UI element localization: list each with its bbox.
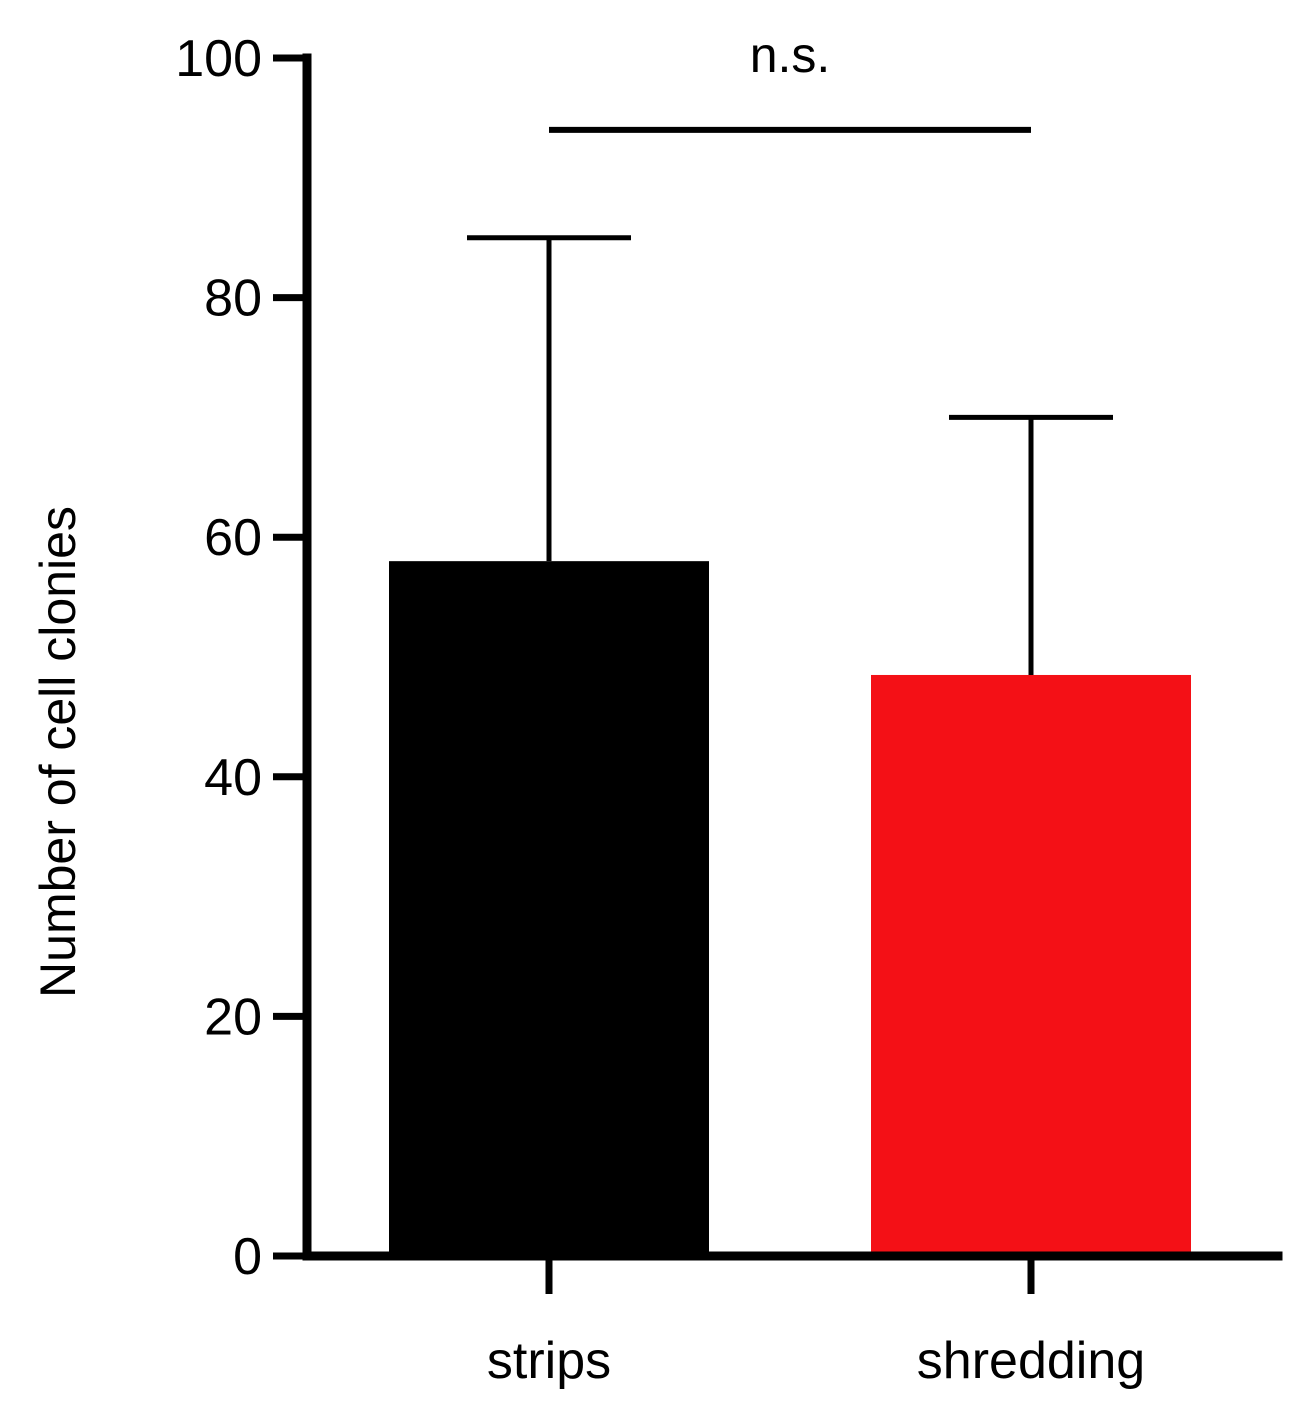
- y-tick-label-80: 80: [204, 270, 262, 328]
- ticks-layer: strips shredding 0 20 40 60 80 100: [175, 30, 1145, 1390]
- significance-layer: n.s.: [549, 27, 1031, 133]
- y-tick-label-100: 100: [175, 30, 262, 88]
- bar-shredding: [871, 674, 1191, 1256]
- x-tick-label-strips: strips: [487, 1332, 611, 1390]
- error-bars-layer: [467, 235, 1113, 675]
- bars-layer: [389, 561, 1191, 1256]
- y-tick-label-20: 20: [204, 988, 262, 1046]
- significance-label: n.s.: [750, 27, 831, 83]
- y-axis-label: Number of cell clonies: [30, 506, 86, 998]
- y-tick-label-0: 0: [233, 1228, 262, 1286]
- y-tick-label-40: 40: [204, 749, 262, 807]
- bar-strips: [389, 561, 709, 1256]
- x-tick-label-shredding: shredding: [917, 1332, 1145, 1390]
- y-tick-label-60: 60: [204, 509, 262, 567]
- axes-layer: [302, 53, 1283, 1261]
